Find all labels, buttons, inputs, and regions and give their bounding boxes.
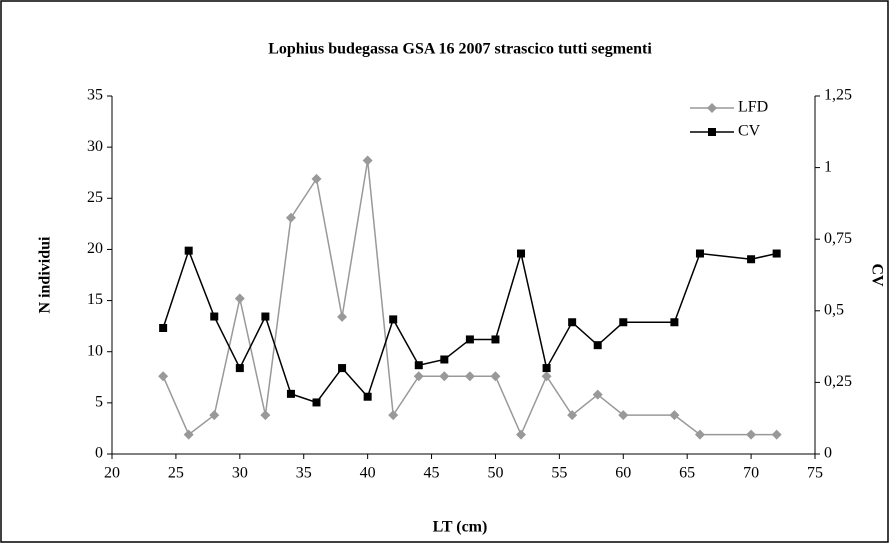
x-tick-label: 60 bbox=[615, 465, 631, 482]
point bbox=[285, 212, 296, 223]
x-tick-label: 30 bbox=[232, 465, 248, 482]
point bbox=[465, 335, 474, 344]
y-tick-label: 30 bbox=[87, 138, 103, 155]
point bbox=[210, 312, 219, 321]
legend-marker bbox=[707, 103, 717, 113]
point bbox=[261, 312, 270, 321]
y2-tick-label: 0,75 bbox=[824, 230, 852, 247]
point bbox=[592, 389, 603, 400]
y2-axis-title: CV bbox=[868, 263, 885, 287]
point bbox=[567, 410, 578, 421]
point bbox=[516, 429, 527, 440]
point bbox=[234, 293, 245, 304]
point bbox=[414, 361, 423, 370]
point bbox=[464, 371, 475, 382]
point bbox=[593, 341, 602, 350]
y-tick-label: 15 bbox=[87, 291, 103, 308]
point bbox=[363, 392, 372, 401]
x-tick-label: 40 bbox=[360, 465, 376, 482]
y2-tick-label: 0,25 bbox=[824, 373, 852, 390]
y-tick-label: 35 bbox=[87, 87, 103, 104]
point bbox=[338, 364, 347, 373]
point bbox=[158, 371, 169, 382]
point bbox=[695, 249, 704, 258]
point bbox=[184, 246, 193, 255]
point bbox=[389, 315, 398, 324]
point bbox=[312, 398, 321, 407]
point bbox=[746, 429, 757, 440]
point bbox=[619, 318, 628, 327]
x-tick-label: 35 bbox=[296, 465, 312, 482]
y-tick-label: 0 bbox=[95, 445, 103, 462]
point bbox=[517, 249, 526, 258]
point bbox=[747, 255, 756, 264]
x-tick-label: 70 bbox=[743, 465, 759, 482]
y-tick-label: 5 bbox=[95, 394, 103, 411]
point bbox=[337, 311, 348, 322]
point bbox=[670, 318, 679, 327]
point bbox=[260, 410, 271, 421]
y-tick-label: 10 bbox=[87, 342, 103, 359]
point bbox=[362, 155, 373, 166]
y-tick-label: 25 bbox=[87, 189, 103, 206]
point bbox=[568, 318, 577, 327]
point bbox=[669, 410, 680, 421]
x-tick-label: 75 bbox=[807, 465, 823, 482]
x-axis-title: LT (cm) bbox=[433, 519, 488, 536]
x-tick-label: 65 bbox=[679, 465, 695, 482]
point bbox=[235, 364, 244, 373]
point bbox=[771, 429, 782, 440]
x-tick-label: 50 bbox=[487, 465, 503, 482]
point bbox=[542, 364, 551, 373]
y2-tick-label: 0,5 bbox=[824, 301, 844, 318]
y2-tick-label: 1,25 bbox=[824, 87, 852, 104]
y2-tick-label: 0 bbox=[824, 445, 832, 462]
legend-label: LFD bbox=[738, 99, 768, 116]
point bbox=[286, 389, 295, 398]
y-axis-title: N individui bbox=[37, 236, 54, 313]
point bbox=[772, 249, 781, 258]
point bbox=[183, 429, 194, 440]
x-tick-label: 25 bbox=[168, 465, 184, 482]
point bbox=[490, 371, 501, 382]
point bbox=[440, 355, 449, 364]
y2-tick-label: 1 bbox=[824, 158, 832, 175]
point bbox=[491, 335, 500, 344]
legend-label: CV bbox=[738, 123, 761, 140]
point bbox=[159, 323, 168, 332]
legend-marker bbox=[708, 128, 716, 136]
point bbox=[413, 371, 424, 382]
x-tick-label: 55 bbox=[551, 465, 567, 482]
x-tick-label: 20 bbox=[104, 465, 120, 482]
point bbox=[694, 429, 705, 440]
point bbox=[209, 410, 220, 421]
point bbox=[311, 173, 322, 184]
y-tick-label: 20 bbox=[87, 240, 103, 257]
point bbox=[618, 410, 629, 421]
point bbox=[388, 410, 399, 421]
point bbox=[541, 371, 552, 382]
x-tick-label: 45 bbox=[424, 465, 440, 482]
chart-title: Lophius budegassa GSA 16 2007 strascico … bbox=[268, 41, 652, 58]
point bbox=[439, 371, 450, 382]
